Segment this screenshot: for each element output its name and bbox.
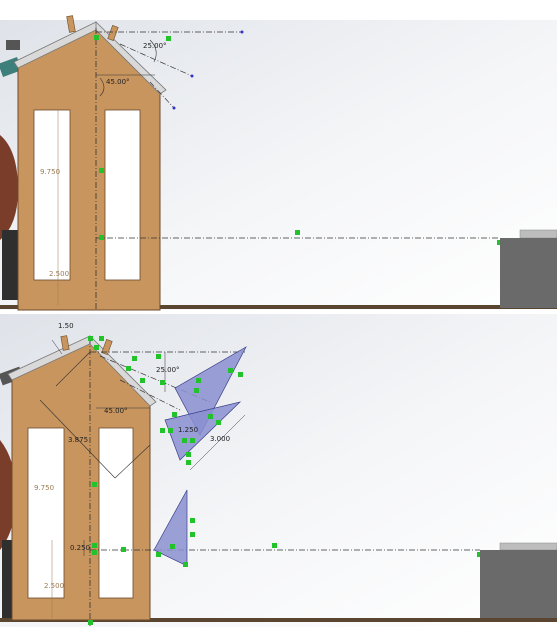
sketch-point-marker[interactable] xyxy=(238,372,243,377)
angle-arc xyxy=(99,77,105,97)
dimension-left-slant[interactable]: 3.875 xyxy=(68,436,88,444)
roof-angle-line[interactable] xyxy=(119,379,181,411)
sketch-point-marker[interactable] xyxy=(190,518,195,523)
window-left xyxy=(33,109,71,281)
dimension-angle-mid[interactable]: 45.00° xyxy=(106,78,130,86)
roof-peg xyxy=(60,335,70,351)
sketch-point-marker[interactable] xyxy=(168,428,173,433)
edge-object-base xyxy=(2,230,18,300)
dimension-height-bottom[interactable]: 2.500 xyxy=(44,582,64,590)
dimension-line xyxy=(51,339,63,355)
dimension-angle-roof[interactable]: 25.00° xyxy=(143,42,167,50)
sketch-endpoint[interactable] xyxy=(172,106,176,110)
sketch-point-marker[interactable] xyxy=(88,336,93,341)
sketch-point-marker[interactable] xyxy=(94,345,99,350)
viewport-bottom[interactable]: 1.50 25.00° 45.00° 3.875 1.250 3.000 9.7… xyxy=(0,314,557,627)
sketch-point-marker[interactable] xyxy=(497,240,502,245)
sketch-point-marker[interactable] xyxy=(196,378,201,383)
sketch-point-marker[interactable] xyxy=(166,36,171,41)
sketch-point-marker[interactable] xyxy=(228,368,233,373)
right-block-top xyxy=(499,542,557,551)
viewport-divider xyxy=(0,311,557,314)
sketch-point-marker[interactable] xyxy=(190,532,195,537)
sketch-endpoint[interactable] xyxy=(190,74,194,78)
sketch-point-marker[interactable] xyxy=(156,354,161,359)
sketch-point-marker[interactable] xyxy=(88,620,93,625)
right-block[interactable] xyxy=(500,238,557,308)
sketch-point-marker[interactable] xyxy=(186,460,191,465)
angle-arc xyxy=(149,39,157,63)
dimension-line xyxy=(39,399,116,479)
sketch-wedge-middle[interactable] xyxy=(164,401,242,461)
sketch-endpoint[interactable] xyxy=(240,30,244,34)
sketch-point-marker[interactable] xyxy=(121,547,126,552)
roof-angle-line[interactable] xyxy=(149,81,175,109)
roof-angle-line[interactable] xyxy=(119,43,193,77)
sketch-point-marker[interactable] xyxy=(94,35,99,40)
sketch-point-marker[interactable] xyxy=(295,230,300,235)
sketch-point-marker[interactable] xyxy=(132,356,137,361)
sketch-point-marker[interactable] xyxy=(92,543,97,548)
sketch-point-marker[interactable] xyxy=(170,544,175,549)
sketch-point-marker[interactable] xyxy=(194,388,199,393)
dimension-height-bottom[interactable]: 2.500 xyxy=(49,270,69,278)
dimension-height-left[interactable]: 9.750 xyxy=(40,168,60,176)
sketch-wedge-lower[interactable] xyxy=(153,489,188,567)
dimension-wedge-a[interactable]: 1.250 xyxy=(178,426,198,434)
sketch-point-marker[interactable] xyxy=(126,366,131,371)
edge-object-brown xyxy=(0,135,18,240)
ground-line xyxy=(0,618,557,622)
sketch-point-marker[interactable] xyxy=(160,380,165,385)
sketch-point-marker[interactable] xyxy=(140,378,145,383)
window-right xyxy=(98,427,134,599)
dimension-angle-mid[interactable]: 45.00° xyxy=(104,407,128,415)
sketch-point-marker[interactable] xyxy=(186,452,191,457)
ground-line xyxy=(0,305,557,309)
sketch-point-marker[interactable] xyxy=(99,168,104,173)
sketch-point-marker[interactable] xyxy=(183,562,188,567)
dimension-line xyxy=(55,351,91,387)
sketch-point-marker[interactable] xyxy=(182,438,187,443)
dimension-small-mid[interactable]: 0.250 xyxy=(70,544,90,552)
right-block[interactable] xyxy=(480,550,557,618)
roof-peg xyxy=(101,339,113,355)
window-right xyxy=(104,109,141,281)
window-left xyxy=(27,427,65,599)
right-block-top xyxy=(519,229,557,239)
dimension-line xyxy=(189,414,246,471)
sketch-point-marker[interactable] xyxy=(99,336,104,341)
sketch-point-marker[interactable] xyxy=(99,235,104,240)
sketch-point-marker[interactable] xyxy=(477,552,482,557)
sketch-point-marker[interactable] xyxy=(208,414,213,419)
sketch-point-marker[interactable] xyxy=(156,552,161,557)
sketch-point-marker[interactable] xyxy=(92,550,97,555)
viewport-top[interactable]: 25.00° 45.00° 9.750 2.500 xyxy=(0,15,557,311)
sketch-point-marker[interactable] xyxy=(216,420,221,425)
sketch-point-marker[interactable] xyxy=(272,543,277,548)
sketch-point-marker[interactable] xyxy=(172,412,177,417)
dimension-angle-roof[interactable]: 25.00° xyxy=(156,366,180,374)
dimension-height-left[interactable]: 9.750 xyxy=(34,484,54,492)
sketch-point-marker[interactable] xyxy=(190,438,195,443)
dimension-small-top[interactable]: 1.50 xyxy=(58,322,74,330)
edge-object-dark xyxy=(6,40,20,50)
roof-peg xyxy=(66,15,76,33)
sketch-point-marker[interactable] xyxy=(160,428,165,433)
dimension-wedge-b[interactable]: 3.000 xyxy=(210,435,230,443)
dimension-line xyxy=(114,444,151,479)
sketch-point-marker[interactable] xyxy=(92,482,97,487)
